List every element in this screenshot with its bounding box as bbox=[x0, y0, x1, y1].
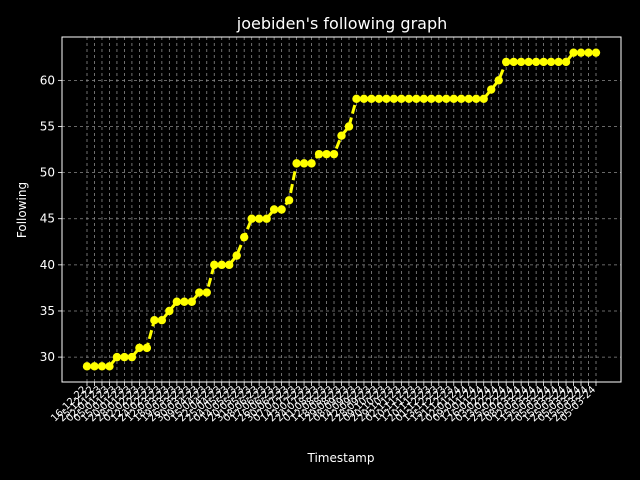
data-point bbox=[427, 94, 436, 104]
data-point bbox=[135, 343, 144, 353]
data-point bbox=[472, 94, 481, 104]
data-point bbox=[180, 297, 189, 306]
data-point bbox=[232, 251, 241, 260]
data-point bbox=[254, 214, 264, 223]
data-point bbox=[292, 159, 301, 168]
data-point bbox=[337, 131, 346, 140]
data-point bbox=[501, 57, 511, 67]
data-point bbox=[269, 205, 279, 214]
data-point bbox=[105, 362, 114, 371]
data-point bbox=[299, 159, 309, 168]
data-point bbox=[150, 315, 159, 325]
data-point bbox=[262, 214, 271, 223]
data-point bbox=[225, 260, 234, 270]
data-point bbox=[127, 352, 137, 362]
data-point bbox=[397, 94, 406, 104]
data-point bbox=[187, 297, 196, 306]
data-point bbox=[516, 57, 526, 67]
data-point bbox=[404, 94, 414, 104]
data-point bbox=[569, 48, 578, 57]
y-tick-label: 30 bbox=[40, 350, 55, 364]
data-point bbox=[442, 94, 451, 104]
data-point bbox=[329, 149, 339, 159]
data-point bbox=[367, 94, 376, 104]
y-tick-label: 35 bbox=[40, 304, 55, 318]
data-point bbox=[277, 205, 286, 214]
data-point bbox=[195, 288, 204, 297]
data-point bbox=[172, 297, 182, 306]
data-point bbox=[90, 362, 99, 371]
data-point bbox=[382, 94, 391, 104]
data-point bbox=[464, 94, 473, 104]
data-point bbox=[307, 159, 316, 168]
data-point bbox=[97, 362, 107, 371]
data-point bbox=[202, 288, 211, 297]
data-point bbox=[389, 94, 399, 104]
data-point bbox=[314, 149, 324, 159]
data-point bbox=[479, 94, 488, 104]
data-point bbox=[554, 57, 563, 67]
data-point bbox=[524, 57, 533, 67]
data-point bbox=[419, 94, 429, 104]
y-tick-label: 60 bbox=[40, 73, 55, 87]
data-point bbox=[344, 122, 354, 131]
data-point bbox=[591, 48, 601, 57]
data-point bbox=[374, 94, 384, 104]
data-point bbox=[584, 48, 593, 57]
plot-area-frame bbox=[61, 36, 622, 383]
data-point bbox=[322, 149, 331, 159]
data-point bbox=[352, 94, 361, 104]
data-point bbox=[239, 232, 249, 242]
data-point bbox=[457, 94, 466, 104]
data-point bbox=[112, 352, 122, 362]
data-point bbox=[247, 214, 256, 223]
data-point bbox=[142, 343, 152, 353]
data-point bbox=[546, 57, 556, 67]
data-point bbox=[487, 85, 496, 94]
data-point bbox=[531, 57, 541, 67]
y-axis: 30 35 40 45 50 55 60 bbox=[40, 73, 62, 364]
data-point bbox=[449, 94, 458, 104]
data-point bbox=[359, 94, 369, 104]
data-point bbox=[120, 352, 129, 362]
series-group bbox=[82, 48, 601, 371]
data-point bbox=[576, 48, 586, 57]
y-axis-label: Following bbox=[15, 182, 29, 238]
data-point bbox=[509, 57, 518, 67]
y-tick-label: 55 bbox=[40, 119, 55, 133]
data-point bbox=[165, 306, 174, 316]
chart-title: joebiden's following graph bbox=[236, 14, 448, 33]
data-point bbox=[157, 315, 167, 325]
data-point bbox=[561, 57, 571, 67]
data-point bbox=[539, 57, 548, 67]
x-axis: 16-12-2225-12-2202-01-2305-01-2315-01-23… bbox=[49, 382, 598, 424]
y-tick-label: 45 bbox=[40, 212, 55, 226]
data-point bbox=[284, 196, 294, 205]
data-point bbox=[412, 94, 421, 104]
data-point bbox=[210, 260, 219, 270]
y-tick-label: 50 bbox=[40, 166, 55, 180]
data-point bbox=[494, 76, 503, 85]
data-point bbox=[217, 260, 226, 270]
y-tick-label: 40 bbox=[40, 258, 55, 272]
data-point bbox=[434, 94, 444, 104]
x-axis-label: Timestamp bbox=[307, 451, 375, 465]
data-point bbox=[82, 362, 92, 371]
